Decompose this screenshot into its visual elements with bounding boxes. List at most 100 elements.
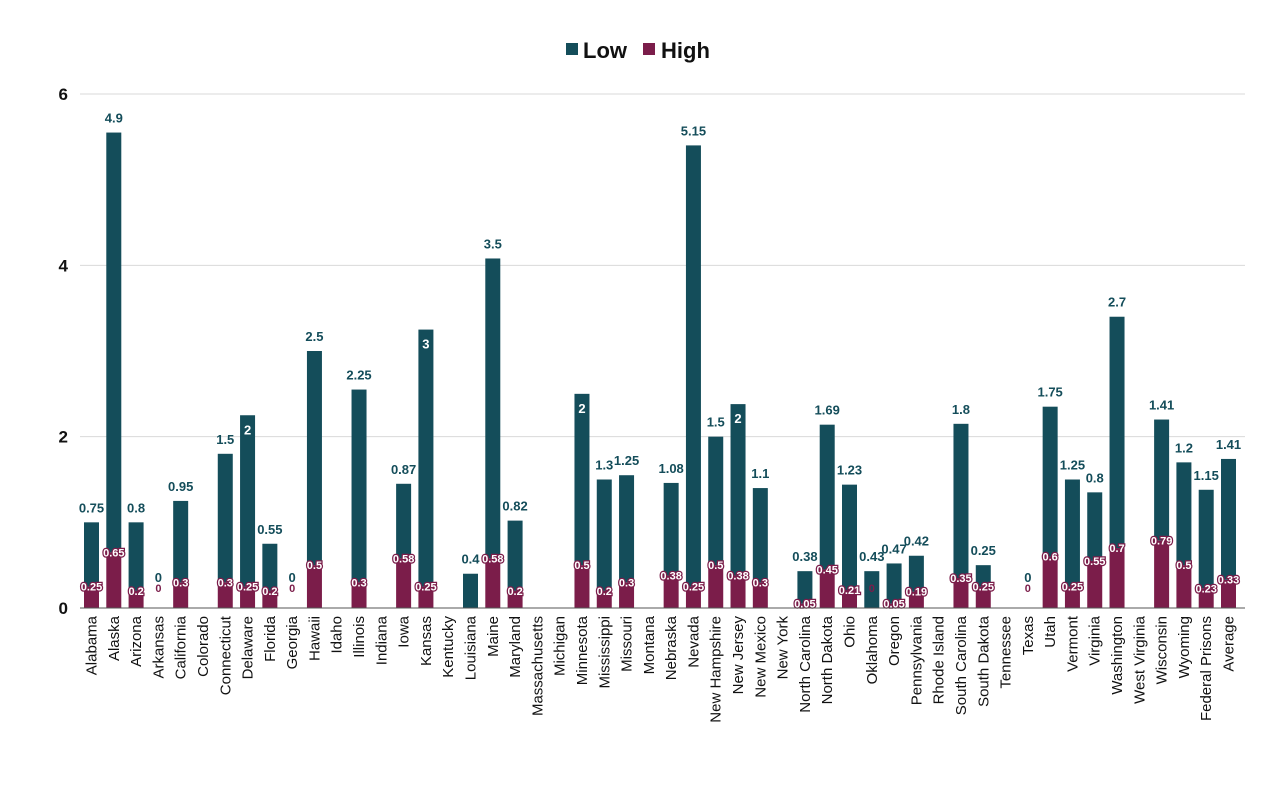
data-label-high: 0.05 [794, 599, 815, 611]
data-label-high: 0.25 [81, 582, 102, 594]
bar-low [975, 565, 991, 587]
y-tick-label: 0 [59, 599, 68, 618]
bar-high [574, 565, 590, 608]
legend-swatch-low [566, 43, 578, 55]
bar-high [975, 586, 991, 608]
data-label-low: 2 [578, 401, 585, 416]
category-label: Georgia [284, 615, 301, 669]
bar-low [1198, 489, 1214, 589]
category-label: Colorado [195, 616, 212, 677]
data-label-high: 0.5 [1176, 560, 1191, 572]
bar-low [708, 436, 724, 566]
bar-high [886, 603, 902, 608]
bar-low [908, 555, 924, 592]
bar-high [619, 582, 635, 608]
bar-low [485, 258, 501, 559]
category-label: Massachusetts [529, 616, 546, 716]
category-label: Oklahoma [864, 615, 881, 684]
category-label: New Jersey [730, 616, 747, 695]
data-label-high: 0.5 [307, 560, 322, 572]
bar-high [418, 586, 434, 608]
bar-low [1087, 492, 1103, 561]
category-label: Maine [485, 616, 502, 657]
category-label: Idaho [329, 616, 346, 654]
data-label-low: 0 [1024, 570, 1031, 585]
category-label: Hawaii [306, 616, 323, 661]
data-label-high: 0.33 [1218, 575, 1239, 587]
data-label-high: 0.38 [727, 570, 748, 582]
data-label-high: 0.2 [597, 586, 612, 598]
bar-high [1154, 540, 1170, 608]
y-tick-label: 2 [59, 428, 68, 447]
category-label: West Virginia [1131, 615, 1148, 703]
bar-low [797, 571, 813, 604]
data-label-high: 0 [155, 583, 161, 595]
data-label-high: 0.3 [619, 577, 634, 589]
category-label: Mississippi [596, 616, 613, 689]
bar-high [396, 558, 412, 608]
data-label-low: 2 [244, 422, 251, 437]
data-label-low: 1.2 [1175, 440, 1193, 455]
data-label-high: 0.5 [708, 560, 723, 572]
bar-high [1198, 588, 1214, 608]
bar-low [507, 520, 523, 591]
data-label-low: 0.4 [461, 552, 480, 567]
legend-swatch-high [643, 43, 655, 55]
category-label: North Carolina [797, 615, 814, 712]
bar-low [1042, 406, 1058, 557]
data-label-low: 0.8 [127, 500, 145, 515]
bars [84, 132, 1236, 608]
bar-low [1176, 462, 1192, 566]
data-label-high: 0.3 [351, 577, 366, 589]
category-label: Delaware [240, 616, 257, 679]
bar-low [1109, 316, 1125, 549]
data-label-high: 0.58 [482, 553, 503, 565]
data-label-low: 0.95 [168, 479, 193, 494]
category-label: South Carolina [953, 615, 970, 715]
bar-low [574, 393, 590, 566]
bar-low [351, 389, 367, 583]
bar-high [842, 590, 857, 608]
bar-low [842, 484, 857, 591]
category-label: Kentucky [440, 616, 457, 678]
data-label-low: 3.5 [484, 236, 502, 251]
data-label-high: 0 [1025, 583, 1031, 595]
category-label: Florida [262, 615, 279, 662]
data-label-low: 1.25 [614, 453, 639, 468]
bar-high [730, 575, 746, 608]
category-label: Wisconsin [1154, 616, 1171, 684]
data-label-low: 0.82 [502, 499, 527, 514]
category-label: Iowa [396, 615, 413, 647]
data-label-low: 0.87 [391, 462, 416, 477]
bar-high [262, 590, 278, 608]
data-label-high: 0.25 [683, 582, 704, 594]
bar-low [953, 423, 969, 579]
legend-label-high: High [661, 38, 710, 63]
data-label-low: 4.9 [105, 111, 123, 126]
bar-high [217, 582, 233, 608]
category-label: Minnesota [574, 615, 591, 685]
data-label-low: 1.41 [1216, 437, 1241, 452]
bar-low [1064, 479, 1080, 587]
data-label-high: 0.19 [906, 587, 927, 599]
bar-high [685, 586, 701, 608]
bar-high [596, 590, 612, 608]
category-label: Rhode Island [931, 616, 948, 704]
data-label-low: 0.55 [257, 522, 282, 537]
data-label-high: 0.38 [660, 570, 681, 582]
data-label-low: 0.47 [881, 541, 906, 556]
bar-high [1109, 548, 1125, 608]
data-label-low: 0.25 [971, 543, 996, 558]
data-label-high: 0.35 [950, 573, 971, 585]
data-label-high: 0.6 [1042, 552, 1057, 564]
category-label: Alabama [84, 615, 101, 675]
category-label: Arizona [128, 615, 145, 667]
data-label-high: 0.55 [1084, 556, 1105, 568]
bar-high [173, 582, 189, 608]
bar-high [1221, 579, 1236, 608]
bar-high [1042, 556, 1058, 608]
bar-low [128, 522, 144, 591]
category-label: Ohio [842, 616, 859, 648]
bar-high [351, 582, 367, 608]
bar-low [596, 479, 612, 591]
